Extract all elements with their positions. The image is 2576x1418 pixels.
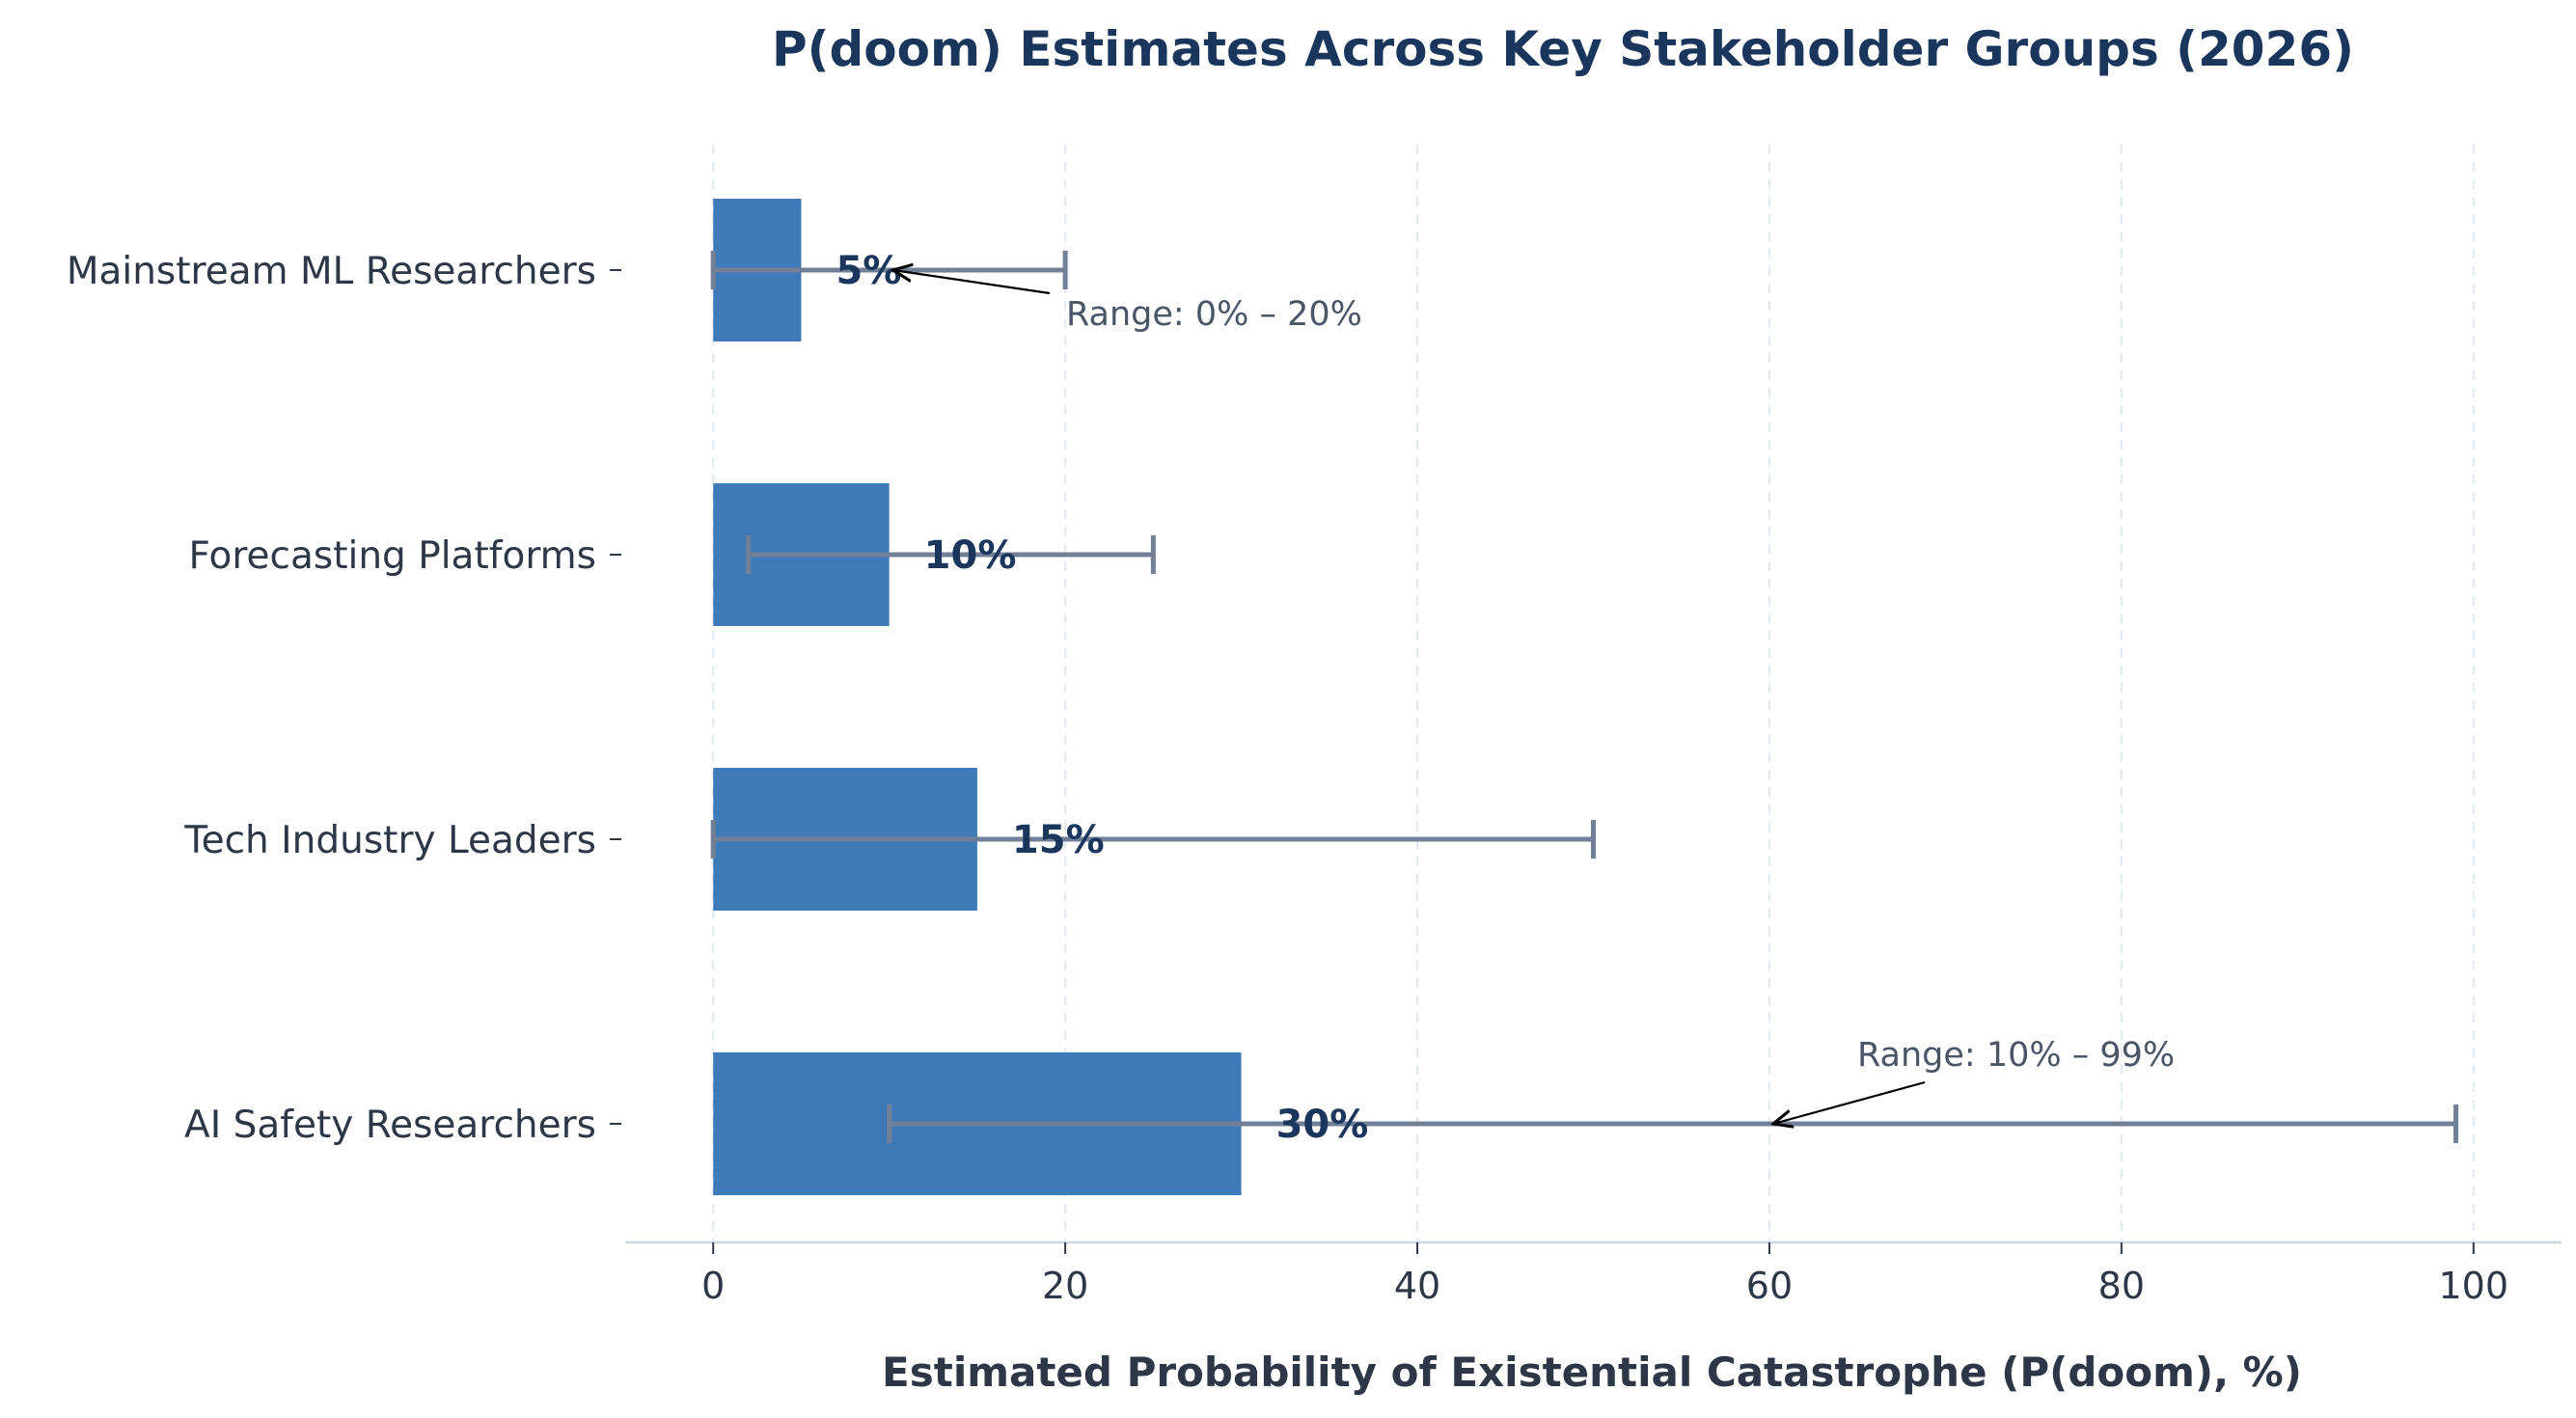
y-tick-label-ai-safety-researchers: AI Safety Researchers [184,1104,596,1147]
annotation-1-arrow [893,270,1051,295]
annotation-1-text: Range: 0% – 20% [1066,295,1362,334]
x-tick-label-20: 20 [1042,1265,1088,1307]
x-axis-label: Estimated Probability of Existential Cat… [882,1349,2302,1396]
data-label-ai-safety-researchers: 30% [1276,1103,1369,1147]
data-label-mainstream-ml-researchers: 5% [836,249,901,293]
y-tick-label-forecasting-platforms: Forecasting Platforms [188,534,596,578]
data-labels: 5% 10% 15% 30% [836,249,1368,1147]
bars [713,199,1242,1195]
data-label-forecasting-platforms: 10% [924,533,1017,578]
chart-title: P(doom) Estimates Across Key Stakeholder… [772,21,2354,77]
x-tick-label-80: 80 [2098,1265,2145,1307]
x-tick-label-100: 100 [2439,1265,2509,1307]
axes: 0 20 40 60 80 100 Mainstream ML Researchers For… [67,250,2562,1307]
x-tick-label-0: 0 [701,1265,725,1307]
x-tick-label-40: 40 [1394,1265,1440,1307]
annotations: Range: 0% – 20% Range: 10% – 99% [893,270,2175,1124]
annotation-2-text: Range: 10% – 99% [1857,1036,2175,1075]
data-label-tech-industry-leaders: 15% [1012,818,1105,862]
x-tick-label-60: 60 [1746,1265,1793,1307]
y-tick-label-tech-industry-leaders: Tech Industry Leaders [183,819,596,862]
annotation-2-arrow [1773,1080,1926,1124]
error-bars [710,251,2459,1143]
y-tick-label-mainstream-ml-researchers: Mainstream ML Researchers [67,250,596,293]
